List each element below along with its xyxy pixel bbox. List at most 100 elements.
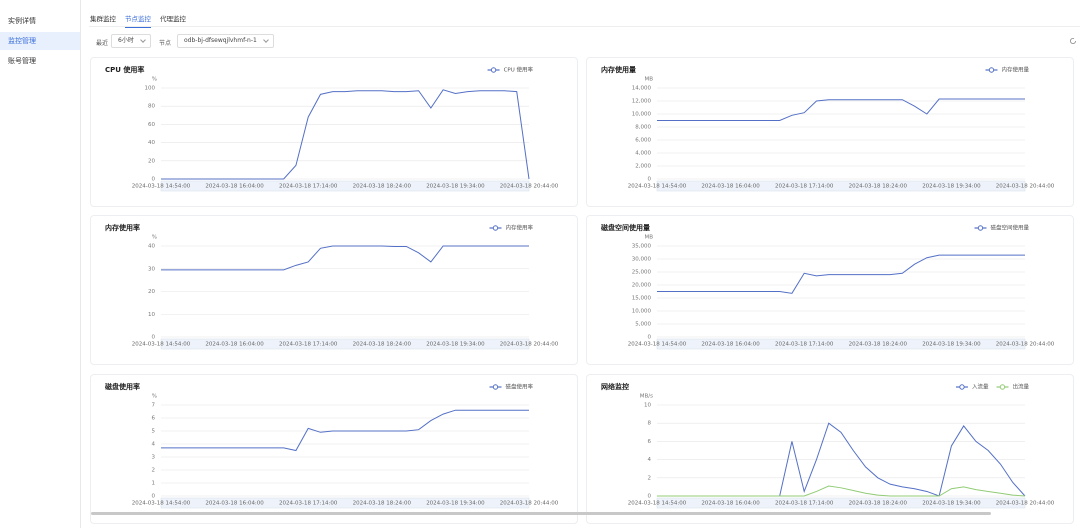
legend-swatch xyxy=(977,225,984,231)
y-tick-label: 20 xyxy=(148,158,155,164)
x-tick-label: 2024-03-18 14:54:00 xyxy=(132,342,191,348)
filter-label: 最近 xyxy=(96,40,109,47)
axis-unit: % xyxy=(152,77,157,83)
x-tick-label: 2024-03-18 19:34:00 xyxy=(426,342,485,348)
x-tick-label: 2024-03-18 17:14:00 xyxy=(775,501,834,507)
x-tick-label: 2024-03-18 17:14:00 xyxy=(279,342,338,348)
chart: CPU 使用率% 0 20 40 60 80 100 2024-03-18 14:54:00 2… xyxy=(105,65,559,192)
tab[interactable]: 集群监控 xyxy=(90,15,116,23)
x-tick-label: 2024-03-18 16:04:00 xyxy=(701,501,760,507)
y-tick-label: 2 xyxy=(152,468,156,474)
y-tick-label: 7 xyxy=(152,403,156,409)
zoom-slider xyxy=(656,180,1026,192)
refresh-icon[interactable] xyxy=(1069,37,1077,45)
filter-select[interactable]: odb-bj-dfsewqjlvhmf-n-1 xyxy=(177,34,274,48)
axis-unit: MB/s xyxy=(640,394,653,400)
y-tick-label: 35,000 xyxy=(632,244,652,250)
y-tick-label: 4,000 xyxy=(635,151,651,157)
y-tick-label: 5 xyxy=(152,429,156,435)
x-tick-label: 2024-03-18 17:14:00 xyxy=(279,184,338,190)
x-tick-label: 2024-03-18 17:14:00 xyxy=(775,184,834,190)
legend-label: 内存使用量 xyxy=(1001,66,1029,74)
nav-item[interactable]: 实例详情 xyxy=(8,17,36,25)
x-tick-label: 2024-03-18 20:44:00 xyxy=(996,184,1055,190)
y-tick-label: 10 xyxy=(644,403,651,409)
y-tick-label: 30,000 xyxy=(632,257,652,263)
data-line xyxy=(161,245,529,271)
x-tick-label: 2024-03-18 19:34:00 xyxy=(426,501,485,507)
x-tick-label: 2024-03-18 16:04:00 xyxy=(205,342,264,348)
y-tick-label: 4 xyxy=(648,457,652,463)
y-tick-label: 8,000 xyxy=(635,125,651,131)
y-tick-label: 2 xyxy=(648,475,652,481)
data-line xyxy=(657,254,1025,294)
x-tick-label: 2024-03-18 18:24:00 xyxy=(849,501,908,507)
y-tick-label: 100 xyxy=(145,86,156,92)
y-tick-label: 0 xyxy=(152,177,156,183)
x-tick-label: 2024-03-18 17:14:00 xyxy=(279,501,338,507)
zoom-slider xyxy=(160,497,530,509)
data-line xyxy=(657,485,1026,497)
y-tick-label: 12,000 xyxy=(632,99,652,105)
y-tick-label: 20,000 xyxy=(632,283,652,289)
legend-label: 磁盘空间使用量 xyxy=(990,224,1029,232)
x-tick-label: 2024-03-18 19:34:00 xyxy=(922,342,981,348)
x-tick-label: 2024-03-18 20:44:00 xyxy=(996,501,1055,507)
nav-item[interactable]: 监控管理 xyxy=(0,32,80,50)
y-tick-label: 40 xyxy=(148,244,155,250)
main: 集群监控 节点监控 代理监控 最近 6小时 节点 odb-bj-dfsewqjl… xyxy=(81,0,1080,528)
y-tick-label: 8 xyxy=(648,421,652,427)
x-tick-label: 2024-03-18 20:44:00 xyxy=(500,501,559,507)
y-tick-label: 14,000 xyxy=(632,86,652,92)
x-tick-label: 2024-03-18 18:24:00 xyxy=(353,184,412,190)
zoom-slider xyxy=(656,497,1026,509)
legend-swatch xyxy=(999,384,1006,390)
x-tick-label: 2024-03-18 17:14:00 xyxy=(775,342,834,348)
data-line xyxy=(161,409,529,452)
x-tick-label: 2024-03-18 16:04:00 xyxy=(205,501,264,507)
y-tick-label: 25,000 xyxy=(632,270,652,276)
legend-swatch xyxy=(492,225,499,231)
filter-label: 节点 xyxy=(159,40,172,47)
tab[interactable]: 节点监控 xyxy=(125,13,151,28)
x-tick-label: 2024-03-18 20:44:00 xyxy=(996,342,1055,348)
data-line xyxy=(657,98,1025,121)
x-tick-label: 2024-03-18 16:04:00 xyxy=(205,184,264,190)
tab[interactable]: 代理监控 xyxy=(160,15,186,23)
zoom-slider xyxy=(656,338,1026,350)
y-tick-label: 60 xyxy=(148,122,155,128)
y-tick-label: 5,000 xyxy=(635,322,651,328)
x-tick-label: 2024-03-18 19:34:00 xyxy=(426,184,485,190)
legend-swatch xyxy=(490,67,497,73)
x-tick-label: 2024-03-18 14:54:00 xyxy=(628,501,687,507)
x-tick-label: 2024-03-18 16:04:00 xyxy=(701,342,760,348)
data-line xyxy=(161,89,530,180)
nav-item[interactable]: 账号管理 xyxy=(8,57,36,65)
legend-label: 磁盘使用率 xyxy=(505,383,533,391)
y-tick-label: 1 xyxy=(152,481,156,487)
chart-title: 内存使用率 xyxy=(105,223,140,232)
chart-title: 网络监控 xyxy=(601,382,629,391)
scrollbar[interactable] xyxy=(91,512,991,515)
y-tick-label: 6 xyxy=(152,416,156,422)
y-tick-label: 4 xyxy=(152,442,156,448)
chart-card: 磁盘空间使用量 MB 0 5,000 10,000 15,000 20,000 25,000 3… xyxy=(586,215,1074,365)
legend-label: 内存使用率 xyxy=(505,224,533,232)
x-tick-label: 2024-03-18 16:04:00 xyxy=(701,184,760,190)
chart: 磁盘使用率% 0 1 2 3 4 5 6 7 2024-03-18 14:54:00 2024-03… xyxy=(105,382,559,509)
filter-select[interactable]: 6小时 xyxy=(111,34,151,48)
chart-card: CPU 使用率% 0 20 40 60 80 100 2024-03-18 14:54:00 2… xyxy=(90,57,578,207)
x-tick-label: 2024-03-18 14:54:00 xyxy=(628,184,687,190)
chart-card: 内存使用量 MB 0 2,000 4,000 6,000 8,000 10,000 12,000… xyxy=(586,57,1074,207)
chart: 内存使用量 MB 0 2,000 4,000 6,000 8,000 10,000 12,000… xyxy=(601,65,1055,192)
chart-title: CPU 使用率 xyxy=(105,65,144,74)
chart-title: 磁盘使用率 xyxy=(105,382,140,391)
axis-unit: % xyxy=(152,394,157,400)
y-tick-label: 10,000 xyxy=(632,112,652,118)
x-tick-label: 2024-03-18 14:54:00 xyxy=(132,501,191,507)
y-tick-label: 3 xyxy=(152,455,156,461)
y-tick-label: 10 xyxy=(148,312,155,318)
legend-label: CPU 使用率 xyxy=(504,66,534,74)
y-tick-label: 30 xyxy=(148,266,155,272)
